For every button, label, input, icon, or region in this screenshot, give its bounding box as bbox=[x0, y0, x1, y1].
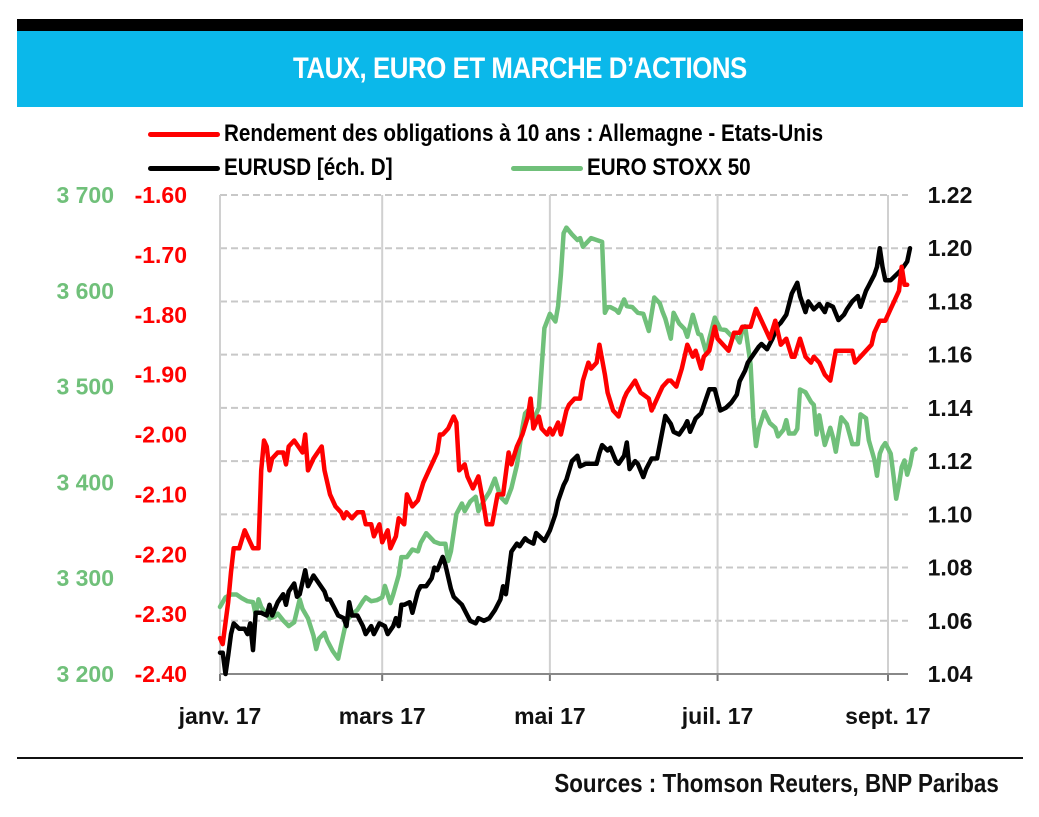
chart-title: TAUX, EURO ET MARCHE D’ACTIONS bbox=[293, 52, 747, 85]
tick-label-right: 1.04 bbox=[928, 661, 973, 687]
legend-swatch-red bbox=[148, 132, 220, 138]
legend-swatch-green bbox=[511, 166, 583, 172]
tick-label-right: 1.06 bbox=[928, 608, 973, 634]
tick-label-right: 1.16 bbox=[928, 342, 973, 368]
legend-swatch-black bbox=[148, 166, 220, 172]
x-tick-label: juil. 17 bbox=[681, 703, 754, 729]
x-tick-label: mai 17 bbox=[514, 703, 586, 729]
top-rule bbox=[17, 19, 1023, 31]
tick-label-left-red: -2.10 bbox=[135, 481, 187, 507]
legend-label-red: Rendement des obligations à 10 ans : All… bbox=[224, 120, 824, 147]
tick-label-left-green: 3 300 bbox=[56, 565, 114, 591]
tick-label-left-red: -1.60 bbox=[135, 182, 187, 208]
tick-label-left-green: 3 400 bbox=[56, 469, 114, 495]
tick-label-left-red: -2.40 bbox=[135, 661, 187, 687]
tick-label-left-red: -1.90 bbox=[135, 362, 187, 388]
tick-label-left-green: 3 600 bbox=[56, 278, 114, 304]
series-line-red bbox=[217, 264, 910, 647]
tick-label-right: 1.12 bbox=[928, 448, 973, 474]
legend-label-black: EURUSD [éch. D] bbox=[224, 154, 393, 181]
tick-label-left-red: -1.80 bbox=[135, 302, 187, 328]
tick-label-left-red: -1.70 bbox=[135, 242, 187, 268]
legend-label-green: EURO STOXX 50 bbox=[587, 154, 751, 181]
footer-rule bbox=[17, 757, 1023, 759]
tick-label-right: 1.20 bbox=[928, 235, 973, 261]
title-banner: TAUX, EURO ET MARCHE D’ACTIONS bbox=[17, 31, 1023, 107]
x-tick-label: janv. 17 bbox=[178, 703, 262, 729]
tick-label-left-red: -2.30 bbox=[135, 601, 187, 627]
tick-label-right: 1.14 bbox=[928, 395, 973, 421]
tick-label-right: 1.10 bbox=[928, 501, 973, 527]
tick-label-left-green: 3 700 bbox=[56, 182, 114, 208]
x-tick-label: sept. 17 bbox=[845, 703, 931, 729]
source-note: Sources : Thomson Reuters, BNP Paribas bbox=[554, 768, 999, 798]
tick-label-left-red: -2.20 bbox=[135, 541, 187, 567]
legend-item-red: Rendement des obligations à 10 ans : All… bbox=[148, 120, 921, 148]
tick-label-right: 1.18 bbox=[928, 288, 973, 314]
series-line-black bbox=[217, 245, 913, 677]
tick-label-right: 1.08 bbox=[928, 555, 973, 581]
tick-label-right: 1.22 bbox=[928, 182, 973, 208]
series-line-green bbox=[217, 225, 918, 661]
tick-label-left-red: -2.00 bbox=[135, 422, 187, 448]
legend-item-black: EURUSD [éch. D] bbox=[148, 154, 420, 182]
x-tick-label: mars 17 bbox=[339, 703, 426, 729]
tick-label-left-green: 3 200 bbox=[56, 661, 114, 687]
tick-label-left-green: 3 500 bbox=[56, 374, 114, 400]
legend-item-green: EURO STOXX 50 bbox=[511, 154, 777, 182]
